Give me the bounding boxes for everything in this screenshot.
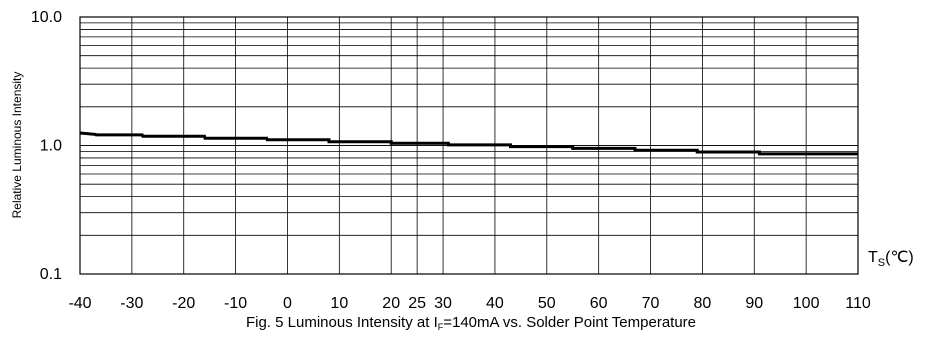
y-tick-labels: 10.0 1.0 0.1 xyxy=(31,9,62,283)
x-axis-label-sub: S xyxy=(878,257,885,269)
x-axis-label: TS(℃) xyxy=(868,249,914,269)
x-tick-label-15: 100 xyxy=(793,295,820,312)
x-tick-label-4: 0 xyxy=(283,295,292,312)
x-tick-label-5: 10 xyxy=(330,295,348,312)
y-axis-label: Relative Luminous Intensity xyxy=(10,72,24,219)
x-tick-label-1: -30 xyxy=(120,295,143,312)
figure-caption: Fig. 5 Luminous Intensity at IF=140mA vs… xyxy=(0,314,942,332)
x-tick-label-8: 30 xyxy=(434,295,452,312)
x-axis-label-main: T xyxy=(868,249,878,266)
x-tick-label-16: 110 xyxy=(845,295,871,312)
x-axis-label-unit: (℃) xyxy=(885,249,914,266)
x-tick-label-12: 70 xyxy=(642,295,660,312)
x-tick-label-9: 40 xyxy=(486,295,504,312)
x-tick-label-11: 60 xyxy=(590,295,608,312)
x-tick-label-2: -20 xyxy=(172,295,195,312)
y-tick-label-1: 1.0 xyxy=(40,138,62,155)
chart-svg: -40 -30 -20 -10 0 10 20 25 30 40 50 60 70 80 90 100 110 … xyxy=(10,9,914,312)
y-tick-label-0: 10.0 xyxy=(31,9,62,26)
x-tick-labels: -40 -30 -20 -10 0 10 20 25 30 40 50 60 70 80 90 100 110 xyxy=(68,295,870,312)
y-tick-label-2: 0.1 xyxy=(40,266,62,283)
caption-suffix: =140mA vs. Solder Point Temperature xyxy=(443,314,697,331)
x-tick-label-7: 25 xyxy=(408,295,426,312)
x-tick-label-3: -10 xyxy=(224,295,247,312)
x-tick-label-14: 90 xyxy=(745,295,763,312)
x-tick-label-10: 50 xyxy=(538,295,556,312)
x-tick-label-13: 80 xyxy=(694,295,712,312)
luminous-intensity-line xyxy=(79,131,858,156)
plot-frame xyxy=(79,16,859,275)
x-tick-label-0: -40 xyxy=(68,295,91,312)
caption-subscript: F xyxy=(437,322,444,332)
caption-prefix: Fig. 5 Luminous Intensity at I xyxy=(245,314,438,331)
x-tick-label-6: 20 xyxy=(382,295,400,312)
